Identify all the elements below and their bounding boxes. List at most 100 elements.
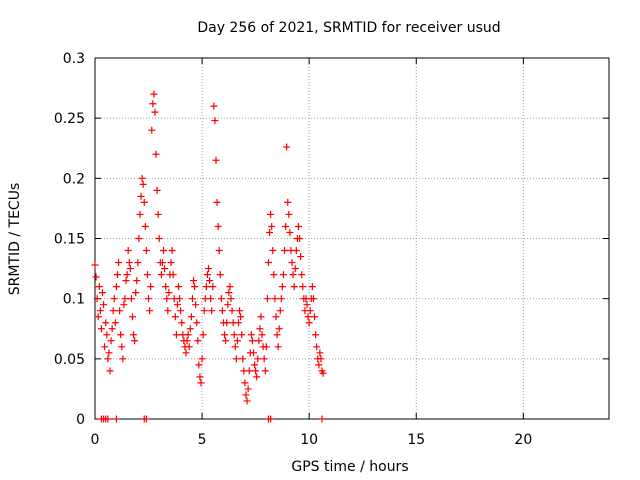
data-point xyxy=(149,100,157,108)
data-point xyxy=(271,295,279,303)
data-point xyxy=(299,283,307,291)
data-point xyxy=(234,319,242,327)
data-point xyxy=(206,277,214,285)
data-point xyxy=(230,331,238,339)
data-point xyxy=(146,307,154,315)
data-point xyxy=(152,150,160,158)
data-point xyxy=(254,355,262,363)
data-point xyxy=(277,295,285,303)
data-point xyxy=(142,415,150,423)
data-point xyxy=(285,210,293,218)
data-point xyxy=(103,331,111,339)
data-point xyxy=(191,283,199,291)
data-point xyxy=(100,301,108,309)
data-point xyxy=(232,355,240,363)
data-point xyxy=(279,271,287,279)
data-point xyxy=(194,337,202,345)
data-point xyxy=(154,210,162,218)
x-tick-label: 10 xyxy=(300,432,318,448)
data-point xyxy=(151,108,159,116)
data-point xyxy=(160,247,168,255)
data-point xyxy=(117,331,125,339)
data-point xyxy=(257,313,265,321)
data-point xyxy=(228,307,236,315)
data-point xyxy=(178,319,186,327)
data-point xyxy=(289,271,297,279)
data-point xyxy=(225,289,233,297)
data-point xyxy=(199,331,207,339)
data-point xyxy=(98,289,106,297)
data-point xyxy=(133,277,141,285)
data-point xyxy=(94,313,102,321)
data-point xyxy=(214,222,222,230)
data-point xyxy=(313,343,321,351)
data-point xyxy=(262,343,270,351)
data-point xyxy=(294,222,302,230)
data-point xyxy=(216,271,224,279)
data-point xyxy=(177,307,185,315)
data-point xyxy=(290,283,298,291)
data-point xyxy=(233,337,241,345)
data-point xyxy=(318,415,326,423)
x-tick-label: 15 xyxy=(407,432,425,448)
data-point xyxy=(96,307,104,315)
data-point xyxy=(317,355,325,363)
y-tick-label: 0.2 xyxy=(63,171,85,187)
data-point xyxy=(188,295,196,303)
data-point xyxy=(111,319,119,327)
data-point xyxy=(304,313,312,321)
y-tick-label: 0.15 xyxy=(54,232,85,248)
data-point xyxy=(236,307,244,315)
data-point xyxy=(190,277,198,285)
data-point xyxy=(131,337,139,345)
data-point xyxy=(231,343,239,351)
data-point xyxy=(127,295,135,303)
data-point xyxy=(123,271,131,279)
data-point xyxy=(249,349,257,357)
data-point xyxy=(196,373,204,381)
data-point xyxy=(93,295,101,303)
data-point xyxy=(243,397,251,405)
data-point xyxy=(239,355,247,363)
data-point xyxy=(167,259,175,267)
data-point xyxy=(173,301,181,309)
data-point xyxy=(273,331,281,339)
data-point xyxy=(132,289,140,297)
data-point xyxy=(91,261,99,269)
data-point xyxy=(184,331,192,339)
data-point xyxy=(141,222,149,230)
data-point xyxy=(112,283,120,291)
data-point xyxy=(306,307,314,315)
data-point xyxy=(192,301,200,309)
data-point xyxy=(244,385,252,393)
data-point xyxy=(185,343,193,351)
data-point xyxy=(281,247,289,255)
data-point xyxy=(312,331,320,339)
data-point xyxy=(267,415,275,423)
data-point xyxy=(253,373,261,381)
data-point xyxy=(105,349,113,357)
data-point xyxy=(162,283,170,291)
data-point xyxy=(241,379,249,387)
data-point xyxy=(247,331,255,339)
data-point xyxy=(142,247,150,255)
data-point xyxy=(251,361,259,369)
data-point xyxy=(297,253,305,261)
data-point xyxy=(208,307,216,315)
data-point xyxy=(215,247,223,255)
data-point xyxy=(138,174,146,182)
data-point xyxy=(311,313,319,321)
data-point xyxy=(283,143,291,151)
data-point xyxy=(125,259,133,267)
data-point xyxy=(226,283,234,291)
data-point xyxy=(272,313,280,321)
data-point xyxy=(109,307,117,315)
y-tick-label: 0.05 xyxy=(54,352,85,368)
data-point xyxy=(104,355,112,363)
data-point xyxy=(153,186,161,194)
data-point xyxy=(266,228,274,236)
data-point xyxy=(288,259,296,267)
data-point xyxy=(274,343,282,351)
data-point xyxy=(276,307,284,315)
